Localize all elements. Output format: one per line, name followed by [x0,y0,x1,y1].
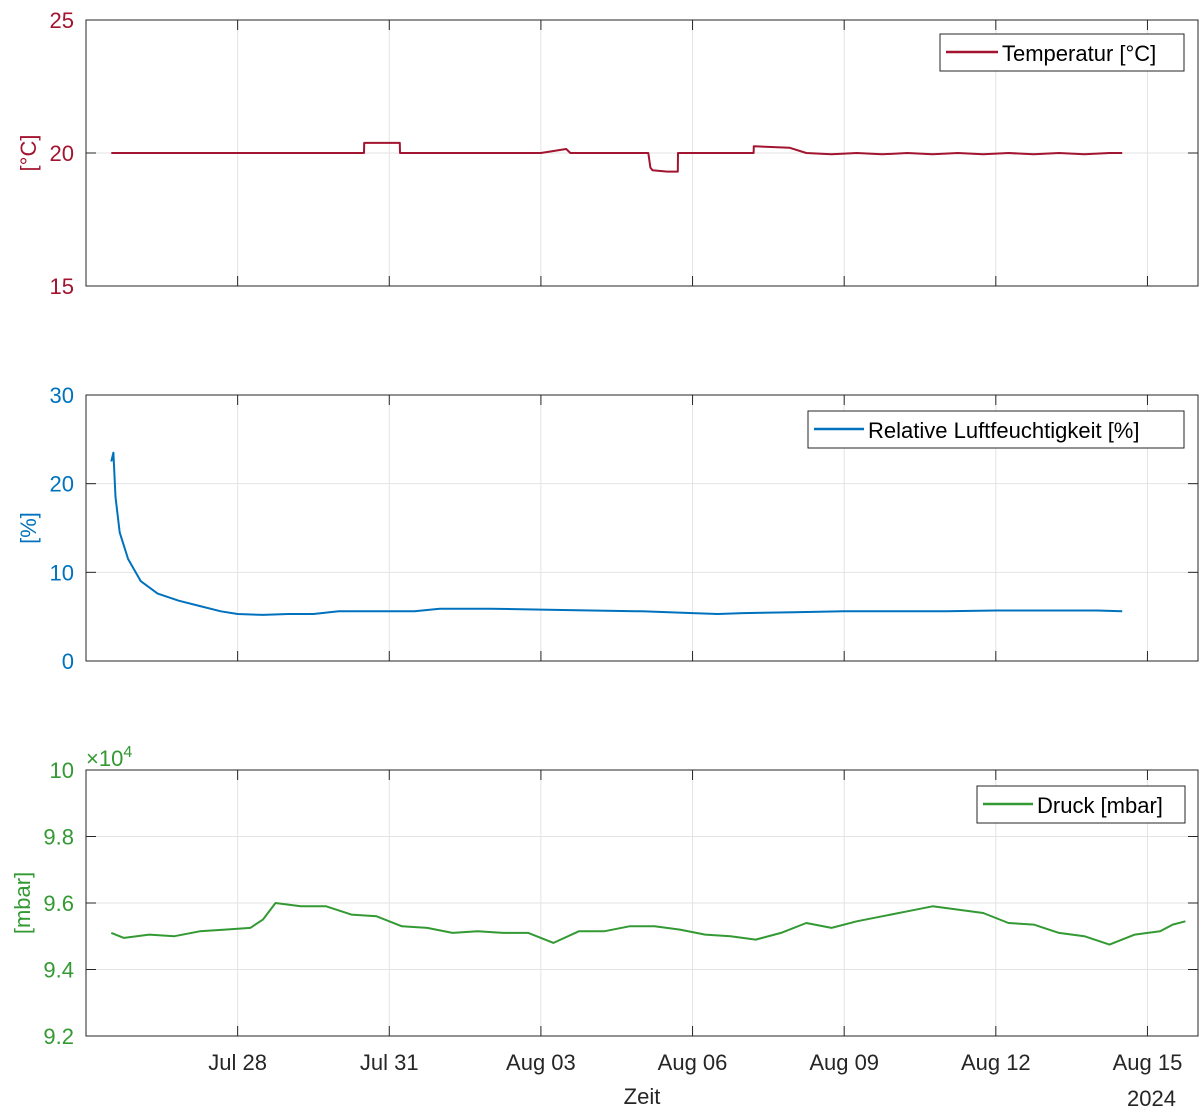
pressure-exponent-base: ×10 [86,746,123,771]
temperature-y-tick-label: 15 [50,274,74,299]
temperature-line [111,141,1123,173]
x-axis-label: Zeit [624,1084,661,1109]
humidity-panel: 0 10 20 30 [%] Relative Luftfeuchtigkeit [%… [16,383,1199,674]
x-tick-label: Aug 03 [506,1050,576,1075]
pressure-y-tick-label: 9.6 [43,891,74,916]
pressure-y-tick-label: 9.2 [43,1024,74,1049]
pressure-exponent-label: ×104 [86,744,132,771]
temperature-y-axis-label: [°C] [16,135,41,172]
humidity-y-tick-label: 20 [50,472,74,497]
humidity-axes-frame [85,394,1199,662]
temperature-y-tick-label: 25 [50,8,74,33]
x-tick-label: Aug 15 [1113,1050,1183,1075]
pressure-series [110,902,1186,946]
pressure-exponent-power: 4 [123,744,132,761]
x-tick-label: Jul 31 [360,1050,419,1075]
x-tick-label: Aug 09 [809,1050,879,1075]
humidity-y-tick-label: 30 [50,383,74,408]
pressure-y-tick-label: 9.8 [43,825,74,850]
humidity-y-tick-label: 10 [50,560,74,585]
temperature-y-tick-labels: 15 20 25 [50,8,74,299]
pressure-line [110,902,1186,946]
humidity-legend-box [807,410,1185,449]
temperature-y-tick-label: 20 [50,141,74,166]
humidity-y-axis-label: [%] [16,512,41,544]
humidity-legend: Relative Luftfeuchtigkeit [%] [807,410,1185,449]
pressure-x-tick-labels: Jul 28 Jul 31 Aug 03 Aug 06 Aug 09 Aug 12 Aug … [208,1050,1182,1075]
humidity-series [110,451,1123,616]
x-tick-label: Jul 28 [208,1050,267,1075]
year-label: 2024 [1127,1086,1176,1111]
pressure-grid [86,770,1198,1036]
humidity-y-tick-label: 0 [62,649,74,674]
humidity-y-tick-labels: 0 10 20 30 [50,383,74,674]
x-tick-label: Aug 12 [961,1050,1031,1075]
pressure-legend-label: Druck [mbar] [1037,793,1163,818]
temperature-legend-label: Temperatur [°C] [1002,41,1156,66]
temperature-panel: 15 20 25 [°C] Temperatur [°C] [16,8,1199,299]
pressure-legend: Druck [mbar] [976,785,1186,824]
humidity-line [110,451,1123,616]
pressure-ticks [86,769,1198,1037]
pressure-y-tick-labels: 9.2 9.4 9.6 9.8 10 [43,758,74,1049]
humidity-legend-label: Relative Luftfeuchtigkeit [%] [868,418,1139,443]
temperature-ticks [86,19,1198,287]
pressure-panel: 9.2 9.4 9.6 9.8 10 Jul 28 Jul 31 Aug 03 Aug 06 A… [10,744,1199,1111]
humidity-ticks [86,394,1198,662]
temperature-legend: Temperatur [°C] [939,33,1185,72]
pressure-y-tick-label: 9.4 [43,958,74,983]
x-tick-label: Aug 06 [658,1050,728,1075]
temperature-series [111,141,1123,173]
pressure-y-axis-label: [mbar] [10,872,35,934]
pressure-y-tick-label: 10 [50,758,74,783]
